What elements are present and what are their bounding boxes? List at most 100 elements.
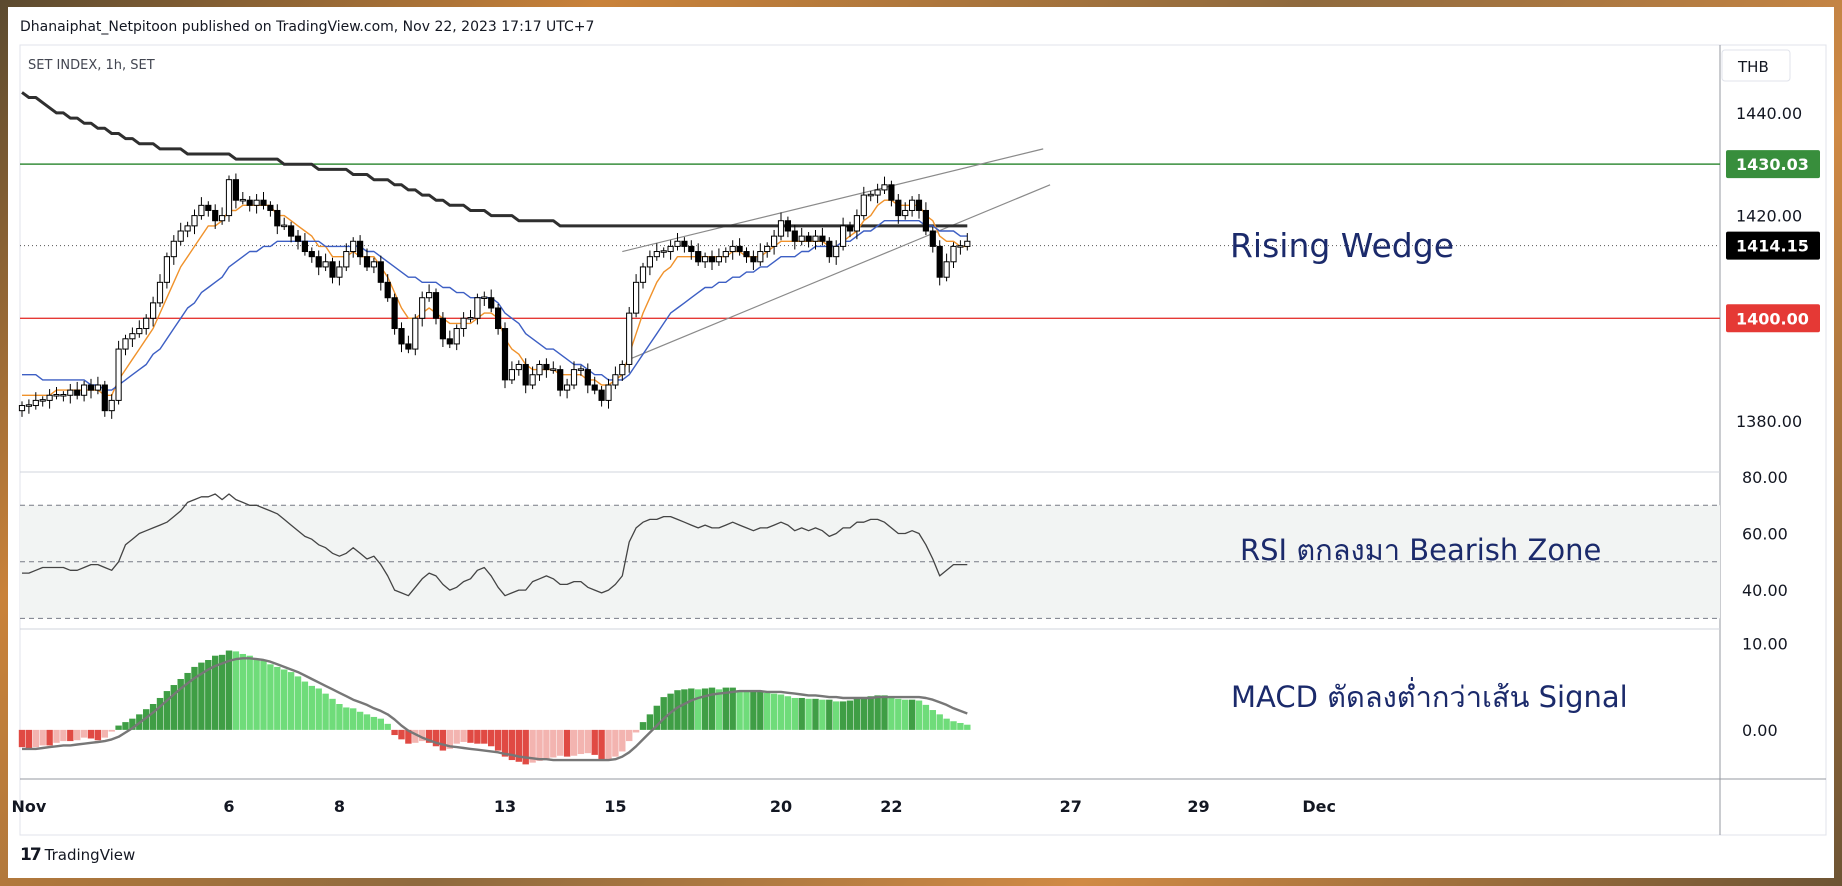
macd-histogram-bar	[398, 729, 405, 740]
candle-up	[170, 240, 177, 258]
candle-up	[653, 251, 660, 258]
candle-down	[826, 240, 833, 258]
macd-histogram-bar	[722, 687, 729, 730]
macd-histogram-bar	[908, 699, 916, 730]
candle-up	[253, 199, 260, 206]
macd-histogram-bar	[170, 685, 177, 730]
macd-histogram-bar	[605, 729, 612, 760]
macd-histogram-bar	[370, 716, 378, 730]
chart-frame	[19, 44, 1827, 836]
macd-histogram-bar	[356, 711, 364, 730]
candle-up	[722, 251, 729, 258]
macd-histogram-bar	[936, 714, 943, 730]
macd-histogram-bar	[701, 688, 709, 730]
candle-down	[101, 384, 108, 412]
sma200-line	[21, 91, 968, 228]
candle-down	[274, 209, 281, 227]
candle-up	[833, 245, 840, 258]
macd-histogram-bar	[129, 718, 136, 730]
macd-histogram-bar	[460, 729, 467, 742]
price-tick-label: 1380.00	[1736, 412, 1802, 431]
macd-histogram-bar	[805, 698, 812, 730]
macd-histogram-bar	[522, 729, 529, 765]
wedge-upper-line	[622, 148, 1044, 253]
candle-down	[805, 235, 812, 242]
macd-histogram-bar	[515, 729, 522, 762]
macd-pane: 10.00 0.00 MACD ตัดลงต่ำกว่าเส้น Signal	[18, 635, 1788, 765]
publisher-line: Dhanaiphat_Netpitoon published on Tradin…	[20, 19, 595, 35]
candle-up	[67, 389, 74, 396]
candle-up	[812, 235, 819, 242]
macd-histogram-bar	[591, 729, 598, 755]
candle-up	[343, 251, 350, 268]
macd-histogram-bar	[336, 704, 343, 730]
macd-histogram-bar	[253, 659, 260, 730]
currency-box[interactable]	[1721, 49, 1791, 82]
time-axis: Nov 6 8 13 15 20 22 27 29 Dec	[11, 797, 1336, 816]
macd-histogram-bar	[688, 688, 695, 730]
candle-down	[267, 204, 274, 211]
macd-histogram-bar	[246, 655, 253, 730]
candle-up	[281, 224, 288, 228]
candle-up	[370, 261, 377, 268]
macd-histogram-bar	[391, 729, 398, 736]
macd-histogram-bar	[405, 729, 412, 744]
candle-up	[219, 215, 226, 222]
time-tick-label: 22	[880, 797, 902, 816]
macd-histogram-bar	[536, 729, 543, 761]
time-tick-label: 27	[1060, 797, 1082, 816]
candle-down	[750, 256, 757, 263]
candle-up	[667, 245, 674, 253]
macd-histogram-bar	[163, 691, 171, 730]
candle-down	[377, 261, 384, 283]
macd-histogram-bar	[915, 700, 923, 730]
chart-canvas: SET INDEX, 1h, SET THB 1440.001420.00138…	[11, 44, 1827, 836]
candle-up	[108, 399, 115, 412]
macd-histogram-bar	[308, 685, 315, 730]
macd-histogram-bar	[557, 729, 564, 756]
macd-histogram-bar	[860, 697, 867, 730]
macd-histogram-bar	[494, 729, 502, 751]
candle-down	[212, 209, 219, 222]
resistance-price-label: 1430.03	[1736, 155, 1809, 174]
macd-histogram-bar	[343, 707, 350, 730]
macd-histogram-bar	[784, 696, 792, 730]
rising-wedge-annotation: Rising Wedge	[1230, 226, 1454, 265]
macd-histogram-bar	[632, 729, 640, 733]
macd-histogram-bar	[419, 729, 426, 742]
macd-histogram-bar	[681, 689, 688, 730]
time-tick-label: 20	[770, 797, 792, 816]
macd-histogram-bar	[612, 729, 619, 757]
candle-up	[191, 215, 198, 227]
candle-up	[150, 302, 157, 319]
candle-down	[695, 251, 702, 263]
macd-histogram-bar	[384, 723, 391, 730]
macd-histogram-bar	[626, 729, 633, 742]
candle-up	[853, 215, 860, 232]
macd-histogram-bar	[888, 696, 895, 730]
candle-up	[646, 256, 653, 268]
macd-histogram-bar	[239, 653, 246, 730]
tradingview-logo-icon: 17	[20, 845, 42, 865]
macd-histogram-bar	[563, 729, 571, 757]
candle-up	[964, 240, 971, 247]
macd-histogram-bar	[25, 729, 33, 749]
macd-annotation: MACD ตัดลงต่ำกว่าเส้น Signal	[1231, 677, 1628, 714]
candle-up	[909, 199, 916, 211]
candle-up	[163, 256, 171, 283]
macd-histogram-bar	[143, 709, 150, 730]
candle-up	[950, 245, 957, 263]
macd-histogram-bar	[322, 693, 329, 730]
macd-histogram-bar	[446, 729, 453, 749]
candle-up	[840, 225, 847, 247]
candle-up	[177, 230, 184, 242]
macd-histogram-bar	[833, 701, 840, 730]
time-tick-label: 15	[604, 797, 626, 816]
support-price-label: 1400.00	[1736, 309, 1809, 328]
candle-up	[81, 384, 88, 396]
macd-histogram-bar	[757, 691, 764, 730]
candle-up	[322, 261, 329, 268]
macd-histogram-bar	[467, 729, 474, 743]
candle-up	[612, 374, 619, 386]
macd-histogram-bar	[74, 729, 81, 741]
